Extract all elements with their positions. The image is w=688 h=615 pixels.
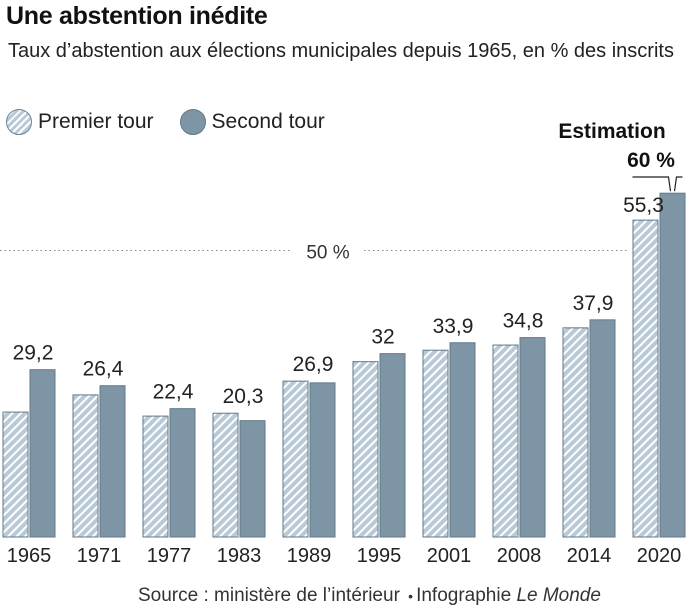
legend: Premier tour Second tour xyxy=(6,108,351,136)
data-label-1965: 29,2 xyxy=(13,342,54,365)
legend-item-second-round: Second tour xyxy=(179,109,325,135)
brand-name: Le Monde xyxy=(516,585,601,606)
infographie-label: Infographie xyxy=(416,585,512,606)
data-label-2020: 55,3 xyxy=(623,194,664,217)
bar-first-round-1965 xyxy=(2,411,29,538)
bar-second-round-1983 xyxy=(239,420,266,538)
estimation-bracket xyxy=(632,176,683,192)
reference-line-label: 50 % xyxy=(306,243,349,264)
bar-first-round-2020 xyxy=(632,219,659,538)
x-tick-label-2001: 2001 xyxy=(427,545,472,567)
bar-first-round-1995 xyxy=(352,361,379,538)
legend-label-second-round: Second tour xyxy=(211,110,325,133)
data-label-2014: 37,9 xyxy=(573,292,614,315)
x-tick-label-1965: 1965 xyxy=(7,545,52,567)
bar-first-round-1989 xyxy=(282,380,309,538)
data-label-1983: 20,3 xyxy=(223,385,264,408)
bar-second-round-2008 xyxy=(519,337,546,538)
legend-item-first-round: Premier tour xyxy=(6,109,154,135)
legend-label-first-round: Premier tour xyxy=(38,110,154,133)
data-label-1977: 22,4 xyxy=(153,381,194,404)
x-tick-label-1971: 1971 xyxy=(77,545,122,567)
source-separator: • xyxy=(408,588,414,604)
x-tick-label-1983: 1983 xyxy=(217,545,262,567)
data-label-2001: 33,9 xyxy=(433,315,474,338)
chart-subtitle: Taux d’abstention aux élections municipa… xyxy=(8,40,674,62)
data-label-1971: 26,4 xyxy=(83,358,124,381)
x-tick-label-1977: 1977 xyxy=(147,545,192,567)
x-tick-label-1989: 1989 xyxy=(287,545,332,567)
bar-second-round-1977 xyxy=(169,408,196,538)
data-label-1989: 26,9 xyxy=(293,353,334,376)
bar-second-round-2020 xyxy=(659,192,686,538)
bar-first-round-2008 xyxy=(492,344,519,538)
bar-second-round-1995 xyxy=(379,353,406,538)
x-tick-label-2014: 2014 xyxy=(567,545,612,567)
bar-second-round-2001 xyxy=(449,342,476,538)
bar-first-round-1971 xyxy=(72,394,99,538)
data-label-1995: 32 xyxy=(371,326,394,349)
bar-first-round-2001 xyxy=(422,349,449,538)
bar-second-round-1971 xyxy=(99,385,126,538)
x-tick-label-2020: 2020 xyxy=(637,545,682,567)
bar-second-round-1965 xyxy=(29,369,56,538)
bar-second-round-2014 xyxy=(589,319,616,538)
bar-first-round-1983 xyxy=(212,412,239,538)
legend-swatch-second-round xyxy=(179,109,206,135)
x-tick-label-2008: 2008 xyxy=(497,545,542,567)
estimation-value: 60 % xyxy=(627,149,675,172)
bar-second-round-1989 xyxy=(309,382,336,538)
chart-title: Une abstention inédite xyxy=(6,2,268,30)
source-text: Source : ministère de l’intérieur xyxy=(138,585,400,606)
x-tick-label-1995: 1995 xyxy=(357,545,402,567)
data-label-2008: 34,8 xyxy=(503,310,544,333)
estimation-label: Estimation xyxy=(558,120,665,143)
source-credit: Source : ministère de l’intérieur • Infog… xyxy=(138,585,601,607)
bar-first-round-2014 xyxy=(562,327,589,538)
legend-swatch-first-round xyxy=(6,109,32,135)
bar-first-round-1977 xyxy=(142,415,169,538)
